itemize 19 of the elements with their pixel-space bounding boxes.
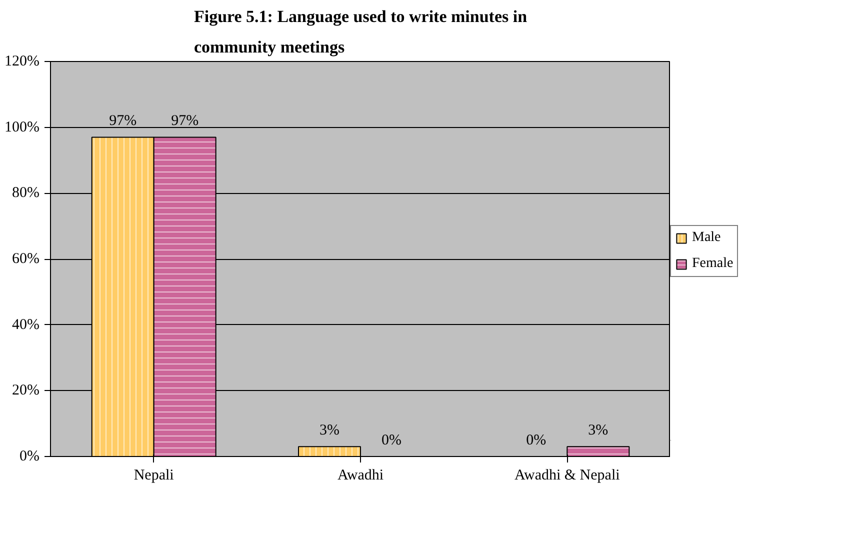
data-label: 3% (588, 422, 608, 439)
y-tick-label: 20% (12, 382, 40, 399)
y-tick-label: 60% (12, 251, 40, 267)
legend-label: Male (692, 230, 721, 246)
legend-label: Female (692, 256, 734, 272)
y-tick-label: 120% (4, 54, 40, 70)
chart-title: Figure 5.1: Language used to write minutes in community meetings (194, 7, 528, 56)
y-tick-label: 100% (4, 119, 40, 136)
y-tick-label: 0% (20, 448, 40, 464)
data-label: 3% (320, 422, 340, 439)
data-label: 0% (382, 432, 402, 448)
y-tick-label: 80% (12, 185, 40, 202)
x-tick-label: Awadhi (337, 468, 384, 484)
data-label: 0% (526, 432, 546, 448)
data-label: 97% (171, 113, 199, 130)
x-tick-label: Nepali (134, 468, 174, 484)
data-label: 97% (109, 113, 137, 130)
y-tick-label: 40% (12, 316, 40, 333)
x-tick-label: Awadhi & Nepali (514, 468, 620, 484)
